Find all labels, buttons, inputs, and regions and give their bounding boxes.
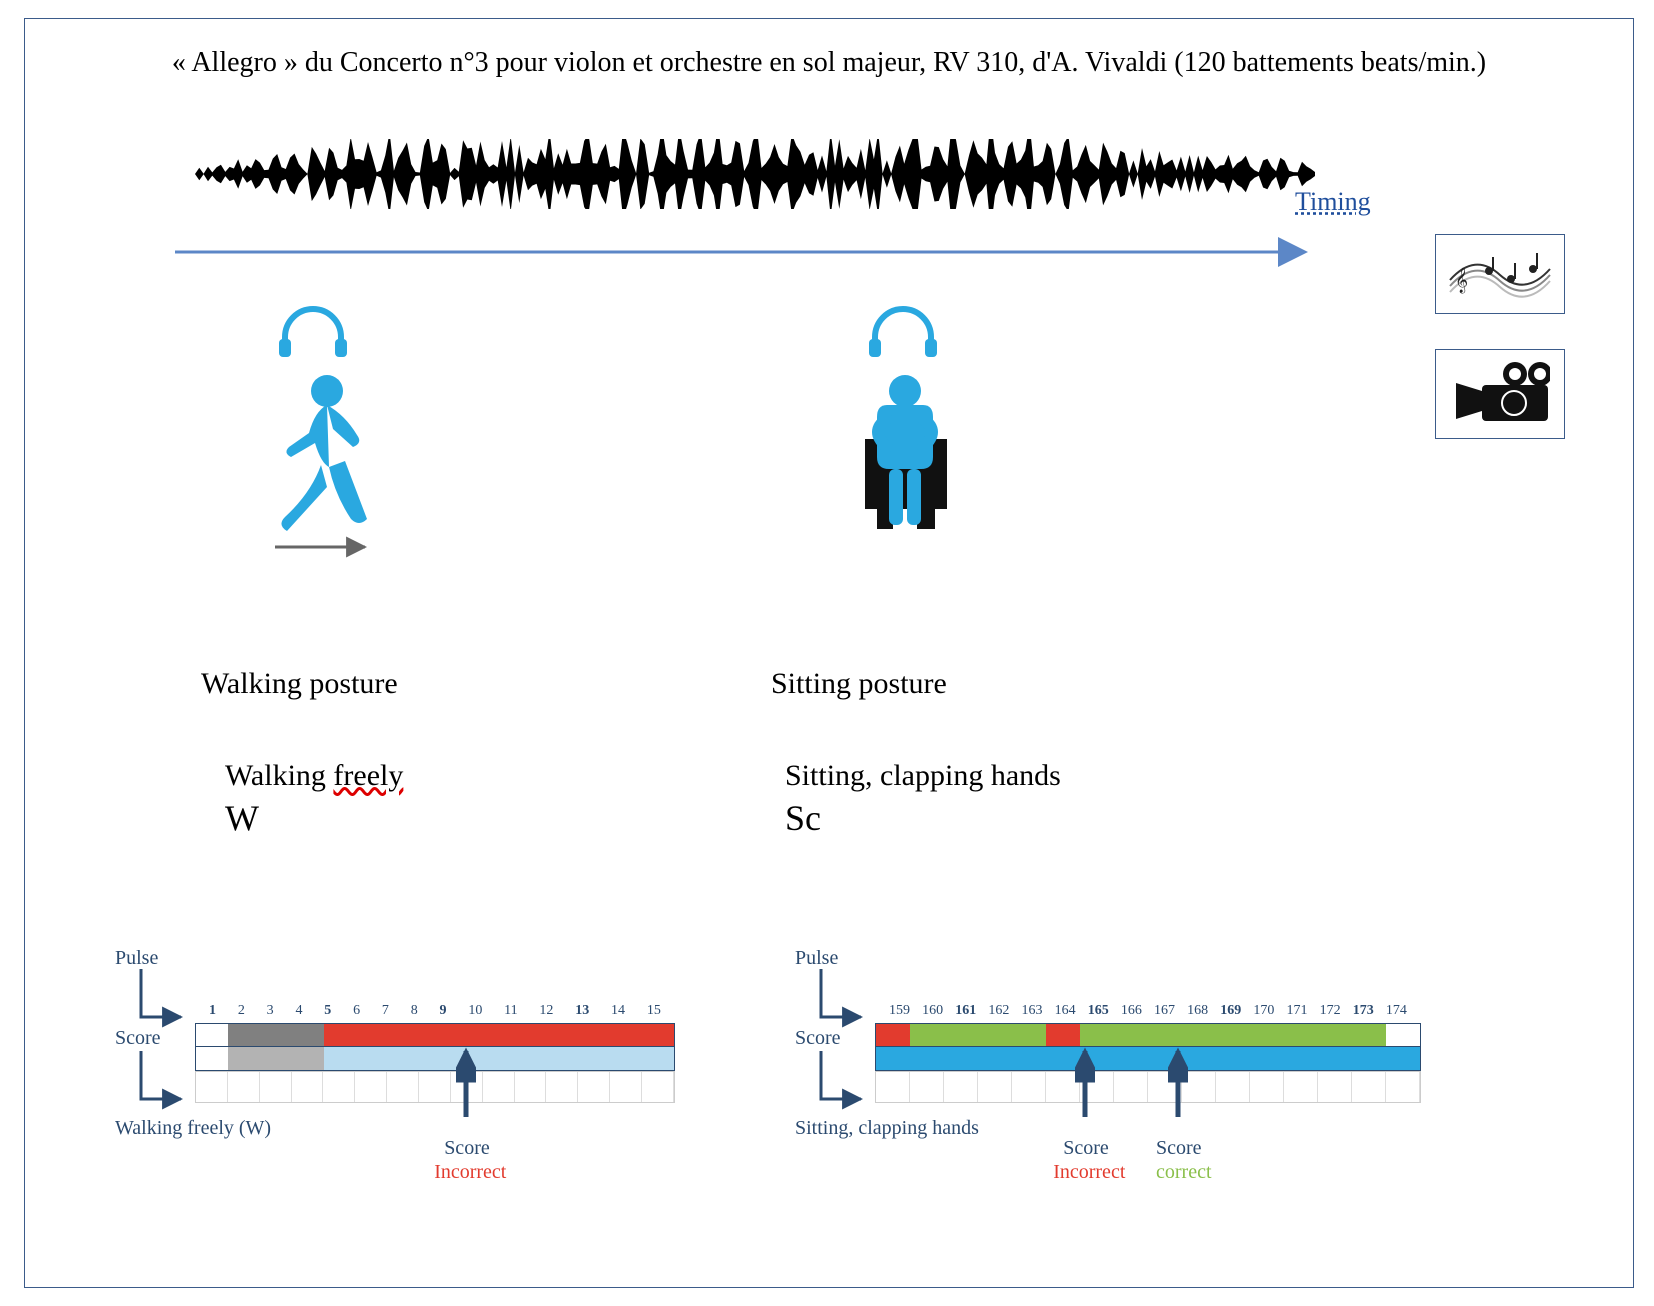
tick-label: 163: [1022, 1003, 1043, 1019]
walking-person-icon: [235, 369, 395, 559]
tick-label: 161: [955, 1003, 976, 1019]
tick-label: 174: [1386, 1003, 1407, 1019]
tick-label: 7: [382, 1003, 389, 1019]
tick-label: 13: [575, 1003, 589, 1019]
tick-label: 168: [1187, 1003, 1208, 1019]
bracket-arrow-icon: [811, 1051, 871, 1113]
sitting-person-icon: [835, 369, 975, 549]
tick-label: 3: [267, 1003, 274, 1019]
sit-score-bar: [875, 1047, 1421, 1071]
audio-waveform: [195, 139, 1315, 209]
bar-segment: [196, 1047, 228, 1070]
walk-score-block: Pulse Score 123456789101112131415 Walkin…: [115, 947, 675, 1207]
walking-code: W: [225, 797, 259, 839]
bar-segment: [324, 1024, 674, 1046]
bar-segment: [228, 1047, 324, 1070]
tick-label: 159: [889, 1003, 910, 1019]
sit-marker2-top: Score: [1156, 1137, 1202, 1160]
tick-label: 2: [238, 1003, 245, 1019]
tick-label: 8: [411, 1003, 418, 1019]
tick-label: 11: [504, 1003, 517, 1019]
sit-grid: [875, 1071, 1421, 1103]
tick-label: 166: [1121, 1003, 1142, 1019]
tick-label: 15: [647, 1003, 661, 1019]
walking-sub-pre: Walking: [225, 759, 333, 792]
tick-label: 171: [1287, 1003, 1308, 1019]
tick-label: 165: [1088, 1003, 1109, 1019]
sitting-sub-label: Sitting, clapping hands: [785, 759, 1061, 793]
tick-label: 6: [353, 1003, 360, 1019]
sitting-posture-title: Sitting posture: [771, 667, 947, 701]
walk-grid: [195, 1071, 675, 1103]
sit-marker2-bottom: correct: [1156, 1161, 1212, 1184]
walking-posture-title: Walking posture: [201, 667, 398, 701]
tick-label: 14: [611, 1003, 625, 1019]
tick-label: 162: [988, 1003, 1009, 1019]
sit-marker1-arrow: [1075, 1047, 1095, 1117]
walking-sub-label: Walking freely: [225, 759, 403, 793]
svg-text:𝄞: 𝄞: [1455, 267, 1468, 293]
walk-track-caption: Walking freely (W): [115, 1117, 271, 1140]
tick-label: 164: [1055, 1003, 1076, 1019]
tick-label: 10: [468, 1003, 482, 1019]
video-camera-icon-box: [1435, 349, 1565, 439]
video-camera-icon: [1450, 359, 1550, 429]
bracket-arrow-icon: [131, 969, 191, 1031]
bar-segment: [1046, 1024, 1080, 1046]
tick-label: 5: [324, 1003, 331, 1019]
sit-marker1-bottom: Incorrect: [1053, 1161, 1125, 1184]
sit-score-block: Pulse Score 1591601611621631641651661671…: [795, 947, 1425, 1207]
tick-label: 160: [922, 1003, 943, 1019]
tick-label: 172: [1320, 1003, 1341, 1019]
bar-segment: [1386, 1024, 1420, 1046]
sitting-code: Sc: [785, 797, 821, 839]
walk-marker-bottom: Incorrect: [434, 1161, 506, 1184]
page-title: « Allegro » du Concerto n°3 pour violon …: [25, 47, 1633, 79]
walk-pulse-bar: [195, 1023, 675, 1047]
tick-label: 12: [539, 1003, 553, 1019]
pulse-label: Pulse: [795, 947, 838, 970]
walk-tick-row: 123456789101112131415: [205, 1003, 665, 1019]
sit-marker2-arrow: [1168, 1047, 1188, 1117]
walk-marker-arrow: [456, 1047, 476, 1117]
bar-segment: [228, 1024, 324, 1046]
tick-label: 9: [440, 1003, 447, 1019]
bar-segment: [876, 1047, 1420, 1070]
sit-tick-row: 159 160 161 162 163 164 165 166 167 168 169 170 171 1…: [885, 1003, 1411, 1019]
tick-label: 1: [209, 1003, 216, 1019]
sit-track-caption: Sitting, clapping hands: [795, 1117, 979, 1140]
headphones-icon: [273, 305, 353, 360]
tick-label: 169: [1220, 1003, 1241, 1019]
timeline-arrow: [175, 237, 1325, 267]
bar-segment: [324, 1047, 674, 1070]
bracket-arrow-icon: [131, 1051, 191, 1113]
bar-segment: [876, 1024, 910, 1046]
sit-pulse-bar: [875, 1023, 1421, 1047]
walk-score-bar: [195, 1047, 675, 1071]
timing-label: Timing: [1295, 187, 1371, 217]
sit-marker1-top: Score: [1063, 1137, 1109, 1160]
bar-segment: [196, 1024, 228, 1046]
headphones-icon: [863, 305, 943, 360]
tick-label: 167: [1154, 1003, 1175, 1019]
music-notes-icon-box: 𝄞: [1435, 234, 1565, 314]
walking-sub-underlined: freely: [333, 759, 403, 792]
bar-segment: [1080, 1024, 1386, 1046]
diagram-frame: « Allegro » du Concerto n°3 pour violon …: [24, 18, 1634, 1288]
pulse-label: Pulse: [115, 947, 158, 970]
bar-segment: [910, 1024, 1046, 1046]
music-notes-icon: 𝄞: [1445, 247, 1555, 302]
tick-label: 4: [295, 1003, 302, 1019]
tick-label: 170: [1253, 1003, 1274, 1019]
tick-label: 173: [1353, 1003, 1374, 1019]
bracket-arrow-icon: [811, 969, 871, 1031]
walk-marker-top: Score: [444, 1137, 490, 1160]
